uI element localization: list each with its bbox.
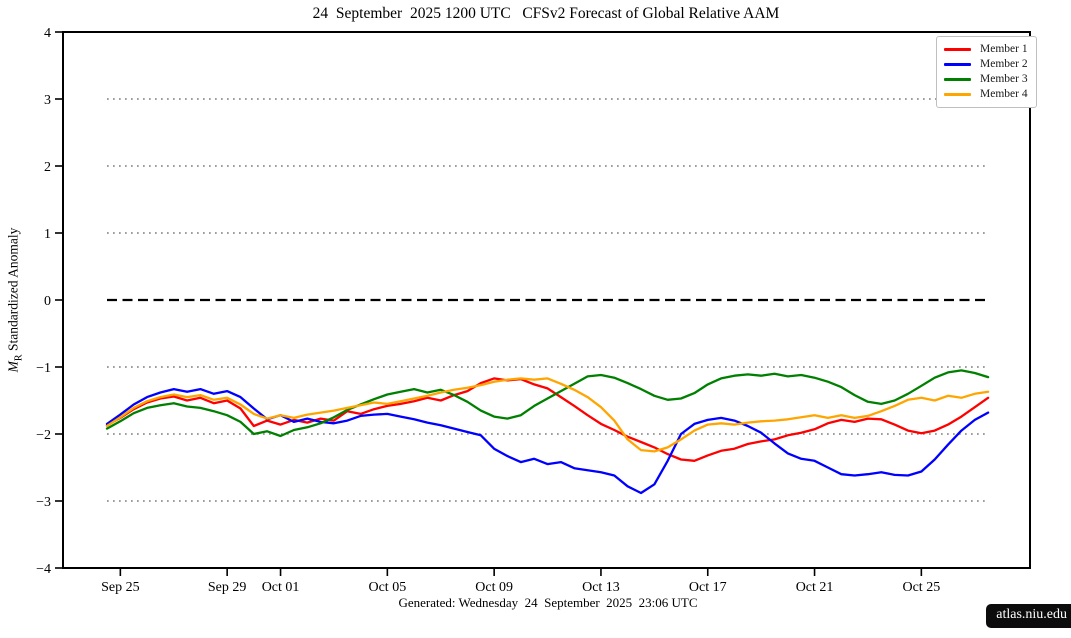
- legend-label: Member 3: [980, 73, 1028, 86]
- legend-line-swatch: [944, 63, 971, 66]
- x-tick-label: Oct 17: [689, 580, 727, 595]
- legend-line-swatch: [944, 93, 971, 96]
- series-line-member-3: [105, 369, 990, 438]
- y-tick-label: 0: [44, 294, 51, 309]
- legend: Member 1 Member 2 Member 3 Member 4: [936, 36, 1037, 108]
- y-tick-label: 1: [44, 227, 51, 242]
- y-axis-label-variable: M: [5, 361, 21, 373]
- y-tick-label: −4: [36, 562, 51, 577]
- chart-title: 24 September 2025 1200 UTC CFSv2 Forecas…: [312, 5, 780, 22]
- series-line-member-2: [105, 387, 990, 495]
- x-tick-label: Oct 25: [902, 580, 940, 595]
- x-tick-label: Sep 25: [101, 580, 140, 595]
- y-tick-label: 4: [44, 26, 51, 41]
- legend-line-swatch: [944, 78, 971, 81]
- legend-line-swatch: [944, 48, 971, 51]
- site-badge: atlas.niu.edu: [986, 604, 1071, 628]
- y-axis-label: MR Standardized Anomaly: [6, 228, 25, 373]
- series-line-member-4: [105, 377, 990, 453]
- legend-label: Member 4: [980, 88, 1028, 101]
- generated-timestamp: Generated: Wednesday 24 September 2025 2…: [398, 595, 698, 610]
- x-tick-label: Oct 21: [796, 580, 834, 595]
- legend-label: Member 1: [980, 43, 1028, 56]
- legend-item-member-1: Member 1: [944, 42, 1028, 57]
- y-axis-label-text: Standardized Anomaly: [5, 227, 21, 355]
- x-tick-label: Oct 05: [368, 580, 406, 595]
- y-tick-label: −2: [36, 428, 51, 443]
- legend-item-member-2: Member 2: [944, 57, 1028, 72]
- x-tick-label: Oct 01: [262, 580, 300, 595]
- x-tick-label: Oct 13: [582, 580, 620, 595]
- y-tick-label: 2: [44, 160, 51, 175]
- series-line-member-1: [105, 377, 990, 462]
- y-axis-label-subscript: R: [13, 354, 25, 362]
- legend-label: Member 2: [980, 58, 1028, 71]
- x-tick-label: Oct 09: [475, 580, 513, 595]
- y-tick-label: 3: [44, 93, 51, 108]
- y-tick-label: −1: [36, 361, 51, 376]
- legend-item-member-4: Member 4: [944, 87, 1028, 102]
- legend-item-member-3: Member 3: [944, 72, 1028, 87]
- x-tick-label: Sep 29: [208, 580, 247, 595]
- y-tick-label: −3: [36, 495, 51, 510]
